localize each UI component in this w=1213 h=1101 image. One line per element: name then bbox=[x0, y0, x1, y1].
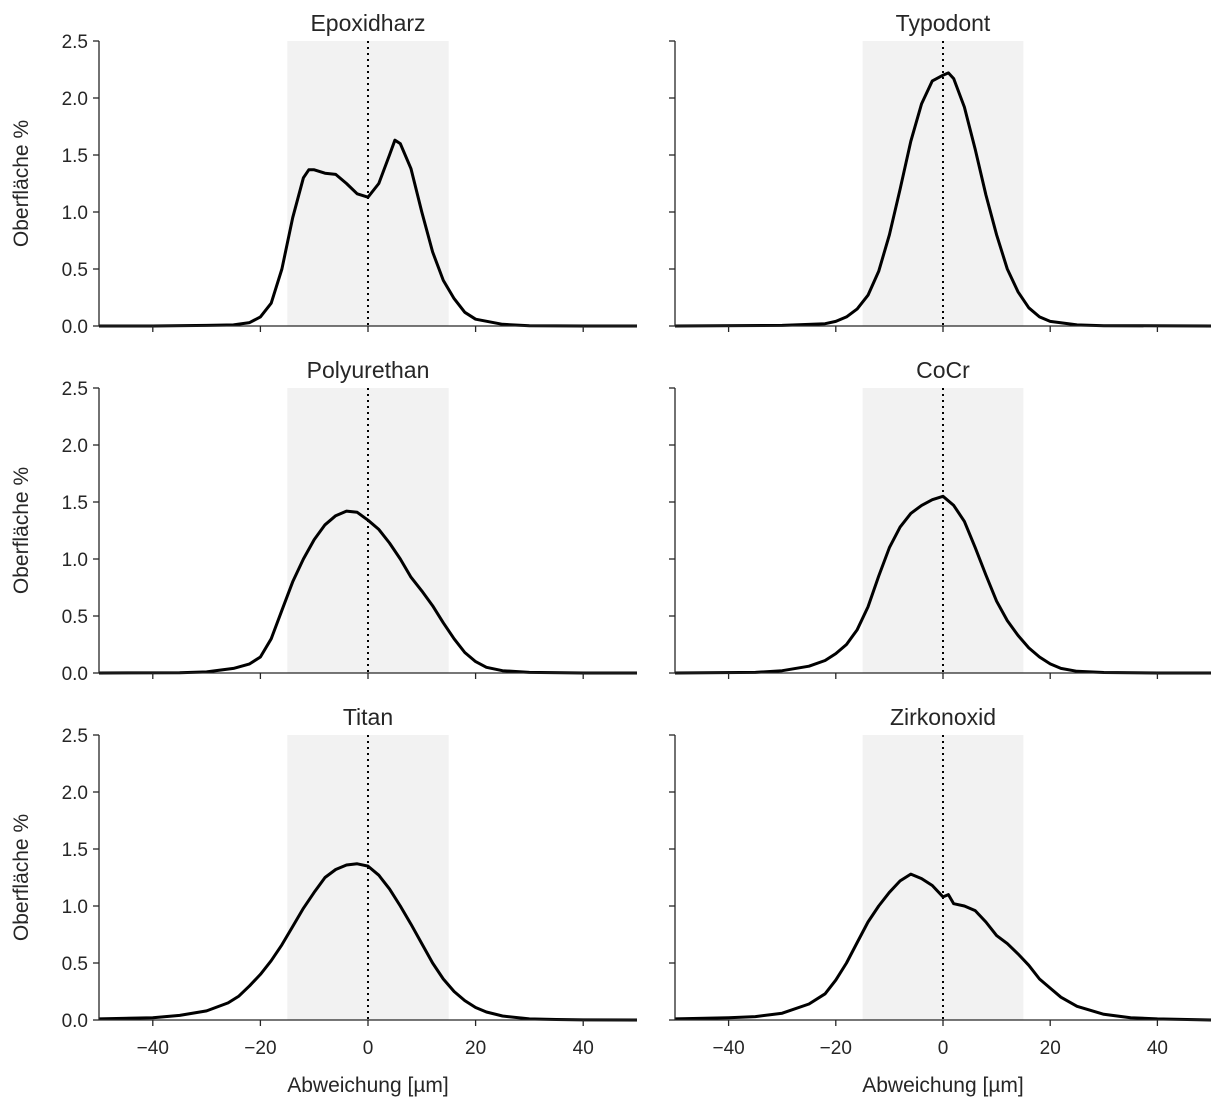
y-tick-label: 0.0 bbox=[62, 1011, 88, 1032]
deviation-curve bbox=[98, 862, 638, 1022]
y-axis-label: Oberfläche % bbox=[10, 814, 33, 941]
x-tick-label: 0 bbox=[938, 1038, 949, 1059]
y-tick-label: 2.5 bbox=[62, 379, 88, 400]
y-tick-label: 1.5 bbox=[62, 840, 88, 861]
y-tick-label: 1.5 bbox=[62, 146, 88, 167]
panel-epoxidharz: 0.0 0.5 1.0 1.5 2.0 2.5 Epoxidharz Oberfläche % bbox=[10, 10, 637, 338]
tolerance-band bbox=[862, 388, 1024, 673]
y-tick-label: 1.0 bbox=[62, 897, 88, 918]
y-tick-label: 0.0 bbox=[62, 317, 88, 338]
deviation-curve bbox=[674, 872, 1212, 1022]
y-tick-label: 0.5 bbox=[62, 954, 88, 975]
panel-title: CoCr bbox=[916, 357, 970, 383]
x-axis-label: Abweichung [µm] bbox=[862, 1074, 1024, 1097]
y-tick-label: 2.0 bbox=[62, 89, 88, 110]
deviation-curve bbox=[674, 71, 1212, 328]
tolerance-band bbox=[862, 41, 1024, 326]
deviation-curve bbox=[99, 138, 637, 328]
y-tick-label: 0.0 bbox=[62, 664, 88, 685]
panel-title: Polyurethan bbox=[307, 357, 430, 383]
y-tick-label: 2.0 bbox=[62, 783, 88, 804]
tolerance-band bbox=[287, 41, 449, 326]
panel-zirkonoxid: −40 −20 0 20 40 Zirkonoxid Abweichung [µm] bbox=[669, 704, 1212, 1097]
tolerance-band bbox=[862, 735, 1024, 1020]
panel-title: Typodont bbox=[896, 10, 991, 36]
y-tick-label: 2.5 bbox=[62, 32, 88, 53]
x-tick-label: 20 bbox=[1040, 1038, 1061, 1059]
x-tick-label: 40 bbox=[573, 1038, 594, 1059]
x-tick-label: −20 bbox=[244, 1038, 276, 1059]
y-tick-label: 1.0 bbox=[62, 550, 88, 571]
y-tick-label: 1.5 bbox=[62, 493, 88, 514]
panel-titan: 0.0 0.5 1.0 1.5 2.0 2.5 −40 −20 0 20 40 Titan Oberfl… bbox=[10, 704, 638, 1097]
tolerance-band bbox=[287, 388, 449, 673]
x-tick-label: 20 bbox=[465, 1038, 486, 1059]
y-axis-label: Oberfläche % bbox=[10, 120, 33, 247]
y-tick-label: 2.5 bbox=[62, 726, 88, 747]
panel-polyurethan: 0.0 0.5 1.0 1.5 2.0 2.5 Polyurethan Oberfläche … bbox=[10, 357, 637, 685]
x-tick-label: −40 bbox=[712, 1038, 744, 1059]
tolerance-band bbox=[287, 735, 449, 1020]
x-axis-label: Abweichung [µm] bbox=[287, 1074, 449, 1097]
panel-cocr: CoCr bbox=[669, 357, 1211, 679]
y-axis-label: Oberfläche % bbox=[10, 467, 33, 594]
panel-title: Epoxidharz bbox=[310, 10, 425, 36]
y-tick-label: 0.5 bbox=[62, 607, 88, 628]
x-tick-label: 0 bbox=[363, 1038, 374, 1059]
x-tick-label: −40 bbox=[137, 1038, 169, 1059]
y-tick-label: 2.0 bbox=[62, 436, 88, 457]
y-tick-label: 1.0 bbox=[62, 203, 88, 224]
panel-title: Zirkonoxid bbox=[890, 704, 996, 730]
y-tick-label: 0.5 bbox=[62, 260, 88, 281]
panel-title: Titan bbox=[343, 704, 393, 730]
panel-typodont: Typodont bbox=[669, 10, 1212, 332]
x-tick-label: 40 bbox=[1147, 1038, 1168, 1059]
x-tick-label: −20 bbox=[820, 1038, 852, 1059]
